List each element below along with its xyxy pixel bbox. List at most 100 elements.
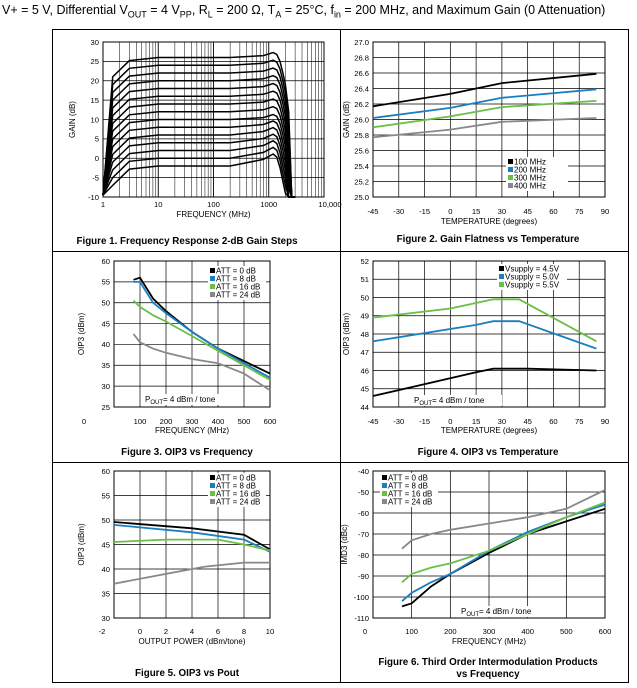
header-sub: PP xyxy=(179,9,192,20)
y-tick-label: 50 xyxy=(102,299,110,308)
annotation-text-sub: OUT xyxy=(150,400,163,406)
y-tick-label: -60 xyxy=(358,509,369,518)
y-tick-label: 49 xyxy=(361,312,369,321)
y-tick-label: 35 xyxy=(102,589,110,598)
x-tick-label: 10,000 xyxy=(318,200,341,209)
legend-box xyxy=(506,157,568,191)
legend-swatch xyxy=(499,274,504,279)
legend-label: 200 MHz xyxy=(514,166,546,175)
x-tick-label: 60 xyxy=(549,207,557,216)
annotation-box xyxy=(412,395,502,406)
x-tick-label: 0 xyxy=(138,627,142,636)
x-tick-label: 200 xyxy=(160,417,173,426)
series-line xyxy=(372,100,597,129)
legend-swatch xyxy=(508,183,513,188)
y-tick-label: 26.2 xyxy=(354,100,369,109)
legend-label: ATT = 16 dB xyxy=(216,283,260,292)
y-axis-label: GAIN (dB) xyxy=(68,101,77,138)
figure-4-chart: 52 51 50 49 48 47 46 45 44 -45 -30 -15 0 15 30 45 60 75 90… xyxy=(342,257,609,458)
annotation-box xyxy=(459,606,549,617)
annotation-text-sub: OUT xyxy=(419,401,432,407)
gain-step-curve xyxy=(102,146,296,198)
x-axis-label: TEMPERATURE (degrees) xyxy=(441,426,538,435)
legend-swatch xyxy=(508,175,513,180)
legend-box xyxy=(208,473,266,507)
figure-3-chart: 60 55 50 45 40 35 30 25 0 100 200 300 400 500 600 FREQU… xyxy=(77,257,276,458)
y-tick-label: 25.8 xyxy=(354,131,369,140)
series-line xyxy=(372,298,597,343)
y-tick-label: -100 xyxy=(354,593,369,602)
legend-label: ATT = 8 dB xyxy=(388,482,428,491)
legend-swatch xyxy=(499,266,504,271)
legend-swatch xyxy=(210,292,215,297)
x-axis-label: TEMPERATURE (degrees) xyxy=(441,217,538,226)
x-tick-label: 100 xyxy=(134,417,147,426)
legend-box xyxy=(380,473,438,507)
legend-swatch xyxy=(499,282,504,287)
y-tick-label: 51 xyxy=(361,275,369,284)
legend-box xyxy=(497,264,567,290)
header-sub: OUT xyxy=(127,9,147,20)
legend-swatch xyxy=(210,284,215,289)
x-axis-label: FREQUENCY (MHz) xyxy=(155,426,229,435)
legend-label: ATT = 8 dB xyxy=(216,482,256,491)
legend-label: 100 MHz xyxy=(514,158,546,167)
y-tick-label: 46 xyxy=(361,366,369,375)
figure-2-chart: 27.0 26.8 26.6 26.4 26.2 26.0 25.8 25.6 25.4 25.2… xyxy=(342,38,609,245)
x-tick-label: 0 xyxy=(448,207,452,216)
figure-6-chart: -40 -50 -60 -70 -80 -90 -100 -110 0 100 200 300 400 5… xyxy=(340,467,611,680)
y-tick-label: 26.4 xyxy=(354,84,369,93)
figure-caption: Figure 3. OIP3 vs Frequency xyxy=(121,447,253,458)
x-tick-label: 75 xyxy=(575,417,583,426)
x-tick-label: 1 xyxy=(101,200,105,209)
y-tick-label: 35 xyxy=(102,361,110,370)
header-text: = 200 Ω, T xyxy=(212,3,276,17)
legend-swatch xyxy=(382,491,387,496)
y-tick-label: 26.8 xyxy=(354,53,369,62)
y-tick-label: -5 xyxy=(92,173,99,182)
x-tick-label: 400 xyxy=(521,627,534,636)
legend-swatch xyxy=(210,491,215,496)
figure-grid xyxy=(52,29,629,683)
x-tick-label: 2 xyxy=(164,627,168,636)
y-tick-label: 50 xyxy=(102,516,110,525)
y-tick-label: 60 xyxy=(102,467,110,476)
x-tick-label: 300 xyxy=(483,627,496,636)
legend-swatch xyxy=(210,268,215,273)
x-tick-label: -15 xyxy=(419,417,430,426)
y-tick-label: -10 xyxy=(88,193,99,202)
x-tick-label: -2 xyxy=(99,627,106,636)
y-tick-label: 25.4 xyxy=(354,162,369,171)
legend-label: Vsupply = 4.5V xyxy=(505,265,560,274)
annotation-text-part: = 4 dBm / tone xyxy=(432,396,485,405)
annotation-text-part: P xyxy=(145,395,150,404)
gain-step-curve xyxy=(102,98,296,198)
y-axis-label: OIP3 (dBm) xyxy=(342,313,351,356)
figure-caption: Figure 1. Frequency Response 2-dB Gain S… xyxy=(76,236,298,247)
x-tick-label: 200 xyxy=(444,627,457,636)
annotation-text-sub: OUT xyxy=(466,612,479,618)
series-line xyxy=(113,561,270,585)
y-tick-label: 52 xyxy=(361,257,369,266)
y-tick-label: 5 xyxy=(95,135,99,144)
series-line xyxy=(113,538,271,552)
y-tick-label: -80 xyxy=(358,551,369,560)
x-tick-label: -15 xyxy=(419,207,430,216)
x-tick-label: -45 xyxy=(368,207,379,216)
gain-step-curve xyxy=(102,126,296,198)
series-line xyxy=(372,367,597,397)
y-tick-label: 30 xyxy=(102,614,110,623)
series-line xyxy=(401,489,606,550)
y-tick-label: 15 xyxy=(91,96,99,105)
x-tick-label: 500 xyxy=(238,417,251,426)
x-tick-label: 15 xyxy=(472,417,480,426)
x-tick-label: 75 xyxy=(575,207,583,216)
gain-step-curve xyxy=(102,67,296,198)
annotation-text: POUT= 4 dBm / tone xyxy=(461,607,532,618)
y-tick-label: 47 xyxy=(361,348,369,357)
legend-label: Vsupply = 5.0V xyxy=(505,273,560,282)
y-tick-label: -70 xyxy=(358,530,369,539)
x-axis-label: OUTPUT POWER (dBm/tone) xyxy=(139,637,246,646)
x-tick-label: 90 xyxy=(601,207,609,216)
header-text: V+ = 5 V, Differential V xyxy=(2,3,128,17)
